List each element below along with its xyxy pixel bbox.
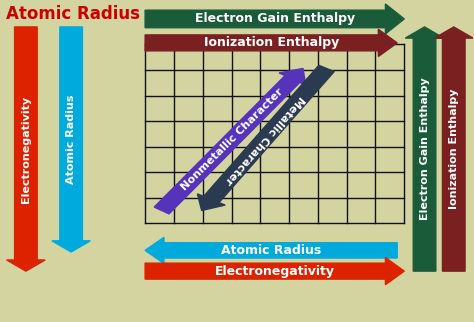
Text: Metallic Character: Metallic Character	[222, 93, 306, 186]
Text: Atomic Radius: Atomic Radius	[221, 244, 321, 257]
FancyArrow shape	[198, 65, 334, 211]
Text: Ionization Enthalpy: Ionization Enthalpy	[449, 89, 459, 209]
Text: Electronegativity: Electronegativity	[215, 265, 335, 278]
FancyArrow shape	[435, 27, 473, 271]
FancyArrow shape	[52, 27, 91, 252]
FancyArrow shape	[145, 4, 404, 34]
Text: Electron Gain Enthalpy: Electron Gain Enthalpy	[195, 13, 355, 25]
Text: Ionization Enthalpy: Ionization Enthalpy	[203, 36, 339, 49]
FancyArrow shape	[145, 29, 397, 56]
Text: Nonmetallic Character: Nonmetallic Character	[180, 87, 285, 192]
FancyArrow shape	[405, 27, 444, 271]
Text: Atomic Radius: Atomic Radius	[6, 5, 140, 23]
Text: Atomic Radius: Atomic Radius	[66, 95, 76, 184]
FancyArrow shape	[154, 69, 306, 214]
FancyArrow shape	[145, 237, 397, 263]
FancyArrow shape	[145, 258, 404, 285]
FancyArrow shape	[7, 27, 45, 271]
Text: Electron Gain Enthalpy: Electron Gain Enthalpy	[419, 78, 429, 220]
Text: Electronegativity: Electronegativity	[21, 95, 31, 203]
